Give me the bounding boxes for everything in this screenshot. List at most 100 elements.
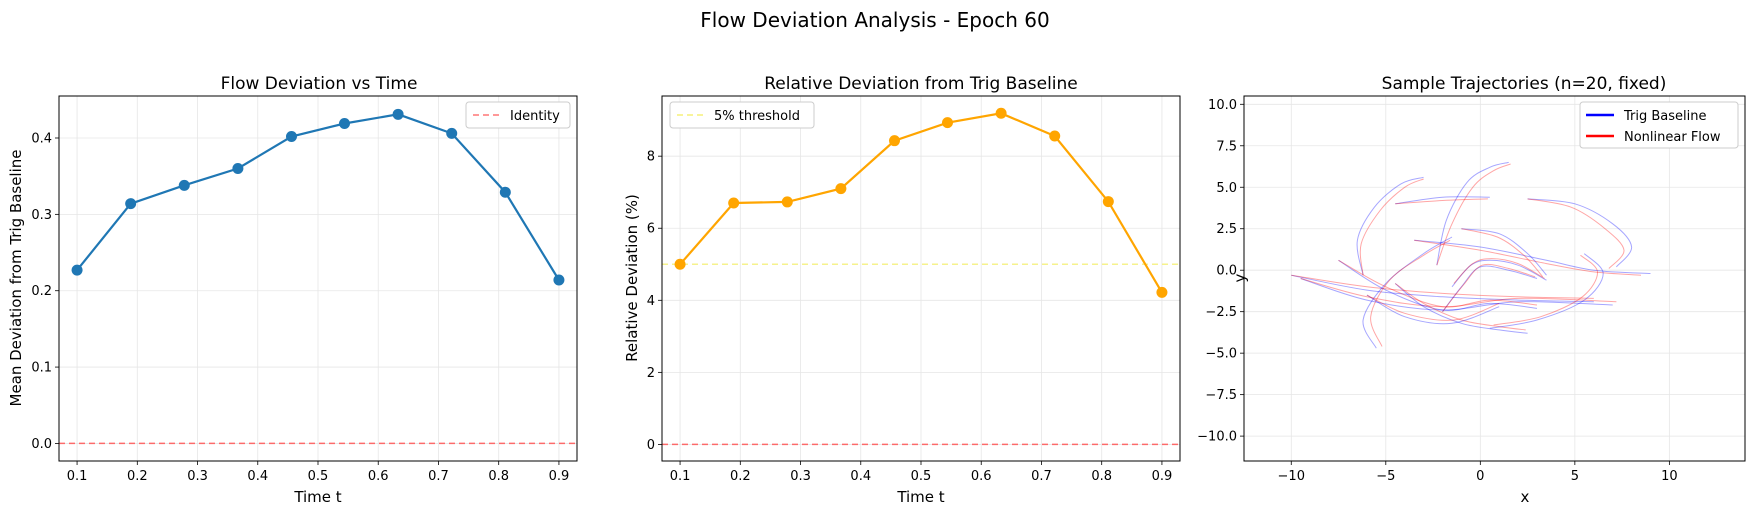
legend-label-identity: Identity (510, 109, 560, 124)
x-tick-label: 0.9 (549, 469, 570, 484)
data-point (942, 117, 954, 129)
x-tick-label: 0.6 (368, 469, 389, 484)
data-point (392, 108, 404, 120)
trajectory-baseline (1436, 161, 1509, 266)
y-tick-label: 0.0 (31, 437, 52, 452)
trajectory-flow (1366, 294, 1500, 321)
trajectory-baseline (1300, 278, 1613, 311)
plot-frame (1243, 95, 1746, 462)
y-tick-label: 5.0 (1216, 181, 1237, 196)
chart-title: Relative Deviation from Trig Baseline (764, 74, 1078, 94)
y-tick-label: 4 (647, 294, 655, 309)
data-point (125, 198, 137, 210)
trajectory-baseline (1395, 196, 1490, 205)
data-point (835, 183, 847, 195)
data-point (728, 197, 740, 209)
x-axis-label: Time t (896, 488, 944, 506)
x-tick-label: 0.8 (1091, 469, 1112, 484)
x-tick-label: 0.9 (1152, 469, 1173, 484)
data-point (178, 179, 190, 191)
data-point (499, 186, 511, 198)
data-point (339, 117, 351, 129)
trajectory-flow (1370, 239, 1451, 347)
legend-label-nonlinear-flow: Nonlinear Flow (1624, 130, 1721, 145)
data-point (71, 264, 83, 276)
data-point (1102, 196, 1114, 208)
plot-frame (58, 95, 578, 462)
plot-frame (661, 95, 1181, 462)
series-line (679, 112, 1163, 293)
trajectory-flow (1453, 258, 1545, 284)
data-point (285, 130, 297, 142)
legend-label-threshold: 5% threshold (714, 109, 800, 124)
x-tick-label: 0.7 (1031, 469, 1052, 484)
x-tick-label: 10 (1661, 469, 1678, 484)
series-line (76, 113, 560, 281)
trajectory-baseline (1489, 253, 1604, 329)
x-tick-label: 0.2 (127, 469, 148, 484)
x-tick-label: 0.3 (187, 469, 208, 484)
x-tick-label: 0.6 (971, 469, 992, 484)
y-axis-label: Relative Deviation (%) (623, 194, 641, 362)
data-point (674, 258, 686, 270)
trajectory-baseline (1414, 239, 1651, 274)
trajectory-flow (1359, 178, 1424, 276)
trajectory-flow (1395, 198, 1488, 205)
trajectory-flow (1527, 198, 1625, 269)
deviation-vs-time-chart: Flow Deviation vs Time 0.1 0.2 0.3 0.4 0.5 0.… (7, 74, 578, 506)
trajectory-baseline (1451, 259, 1547, 288)
trajectory-flow (1291, 274, 1594, 299)
trajectory-baseline (1527, 198, 1633, 268)
data-point (1049, 130, 1061, 142)
x-tick-label: 0.4 (850, 469, 871, 484)
x-tick-label: −10 (1278, 469, 1305, 484)
trajectory-flow (1442, 263, 1536, 313)
trajectory-baseline (1461, 228, 1547, 276)
x-tick-label: 0.8 (488, 469, 509, 484)
y-tick-label: 0.3 (31, 208, 52, 223)
data-point (888, 135, 900, 147)
data-point (995, 107, 1007, 119)
x-axis-label: x (1521, 488, 1530, 506)
data-point (1156, 286, 1168, 298)
trajectory-flow (1300, 278, 1617, 308)
data-point (446, 127, 458, 139)
x-tick-label: 0.1 (67, 469, 88, 484)
trajectory-flow (1394, 283, 1526, 331)
trajectory-flow (1436, 163, 1511, 266)
chart-title: Flow Deviation vs Time (221, 74, 418, 94)
trajectory-baseline (1442, 265, 1538, 313)
y-tick-label: 2 (647, 366, 655, 381)
x-tick-label: 0.3 (790, 469, 811, 484)
y-tick-label: −2.5 (1205, 305, 1237, 320)
trajectory-baseline (1362, 236, 1453, 349)
y-tick-label: 7.5 (1216, 139, 1237, 154)
y-tick-label: 6 (647, 222, 655, 237)
trajectory-baseline (1291, 274, 1594, 303)
x-tick-label: 0.1 (670, 469, 691, 484)
y-tick-label: 0.2 (31, 284, 52, 299)
x-tick-label: 0.4 (247, 469, 268, 484)
y-tick-label: 10.0 (1208, 98, 1237, 113)
x-tick-label: 0.5 (911, 469, 932, 484)
trajectory-baseline (1356, 176, 1424, 276)
legend: Identity (465, 101, 571, 129)
y-tick-label: −7.5 (1205, 388, 1237, 403)
y-tick-label: 0.1 (31, 361, 52, 376)
trajectory-baseline (1366, 294, 1500, 325)
x-tick-label: 0.2 (730, 469, 751, 484)
relative-deviation-chart: Relative Deviation from Trig Baseline 0.… (623, 74, 1181, 506)
trajectory-baseline (1394, 283, 1528, 334)
suptitle: Flow Deviation Analysis - Epoch 60 (700, 8, 1049, 32)
y-tick-label: 0.0 (1216, 264, 1237, 279)
x-axis-label: Time t (293, 488, 341, 506)
trajectory-flow (1414, 239, 1642, 276)
trajectory-flow (1493, 254, 1599, 326)
x-tick-label: −5 (1376, 469, 1395, 484)
y-tick-label: −5.0 (1205, 347, 1237, 362)
y-tick-label: 8 (647, 150, 655, 165)
sample-trajectories-chart: Sample Trajectories (n=20, fixed) −10 −5 0… (1197, 74, 1746, 506)
legend-box (465, 101, 571, 129)
data-point (232, 163, 244, 175)
data-point (553, 274, 565, 286)
